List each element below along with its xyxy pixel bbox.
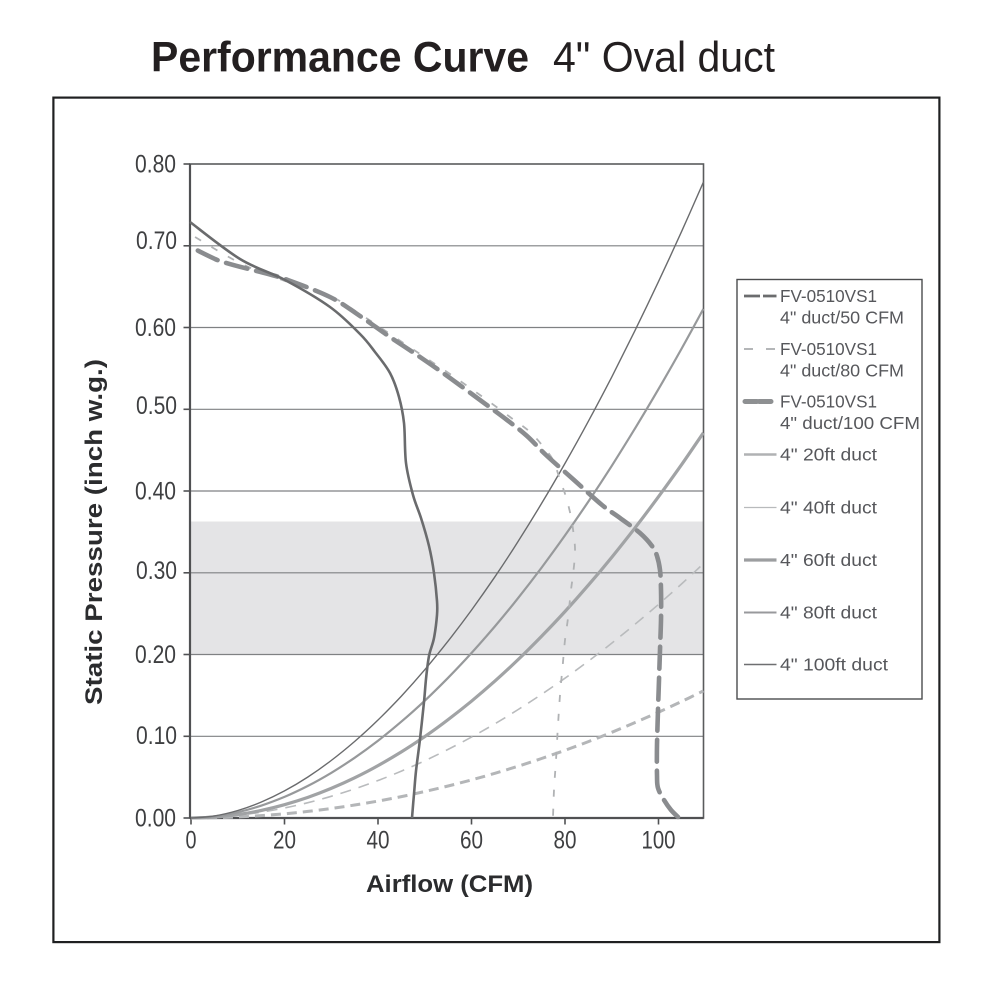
- svg-text:4" Oval duct: 4" Oval duct: [553, 34, 775, 82]
- svg-text:0.40: 0.40: [135, 478, 176, 506]
- svg-text:0.50: 0.50: [136, 392, 177, 420]
- svg-text:0.00: 0.00: [135, 805, 176, 833]
- svg-text:4" duct/100 CFM: 4" duct/100 CFM: [780, 413, 920, 433]
- svg-text:FV-0510VS1: FV-0510VS1: [780, 392, 877, 412]
- svg-text:100: 100: [642, 827, 676, 855]
- svg-text:4" 100ft duct: 4" 100ft duct: [780, 655, 888, 675]
- svg-text:FV-0510VS1: FV-0510VS1: [780, 339, 877, 359]
- svg-text:80: 80: [554, 827, 577, 855]
- svg-text:0: 0: [186, 827, 197, 855]
- svg-text:FV-0510VS1: FV-0510VS1: [780, 286, 877, 306]
- svg-text:20: 20: [273, 827, 296, 855]
- svg-text:0.70: 0.70: [136, 227, 177, 255]
- svg-text:4" 40ft duct: 4" 40ft duct: [780, 498, 877, 518]
- svg-text:0.20: 0.20: [135, 641, 176, 669]
- svg-text:4" 60ft duct: 4" 60ft duct: [780, 550, 877, 570]
- svg-text:0.30: 0.30: [136, 557, 177, 585]
- svg-text:0.80: 0.80: [135, 151, 176, 179]
- svg-text:40: 40: [367, 827, 390, 855]
- svg-text:60: 60: [460, 827, 483, 855]
- svg-text:4" 80ft duct: 4" 80ft duct: [780, 603, 877, 623]
- svg-text:Static Pressure (inch w.g.): Static Pressure (inch w.g.): [81, 359, 108, 705]
- svg-text:Airflow (CFM): Airflow (CFM): [366, 871, 533, 898]
- svg-text:0.60: 0.60: [135, 314, 176, 342]
- svg-text:Performance Curve: Performance Curve: [151, 34, 529, 82]
- svg-text:4" duct/50 CFM: 4" duct/50 CFM: [780, 308, 904, 328]
- svg-text:0.10: 0.10: [136, 722, 177, 750]
- svg-text:4" duct/80 CFM: 4" duct/80 CFM: [780, 361, 904, 381]
- svg-text:4" 20ft duct: 4" 20ft duct: [780, 445, 877, 465]
